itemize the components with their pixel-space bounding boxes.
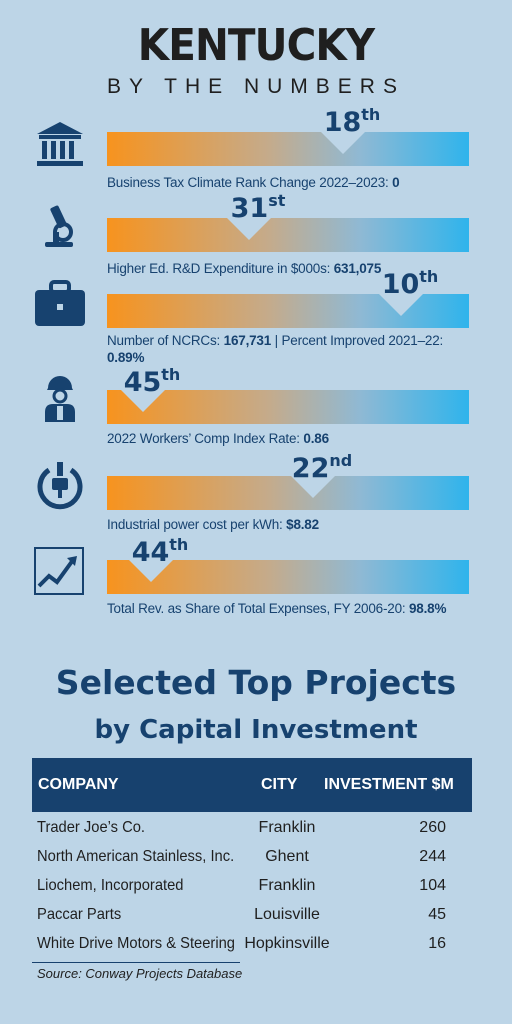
rank-value: 18th (323, 105, 381, 138)
metric-label: Total Rev. as Share of Total Expenses, F… (107, 601, 447, 616)
projects-subtitle: by Capital Investment (94, 715, 418, 745)
cell-company: Liochem, Incorporated (37, 877, 184, 894)
rank-marker (121, 390, 165, 412)
projects-title: Selected Top Projects (55, 663, 457, 702)
metric-business-tax: 18th Business Tax Climate Rank Change 20… (0, 105, 512, 208)
metric-workers-comp: 45th 2022 Workers’ Comp Index Rate: 0.86 (0, 365, 512, 464)
cell-city: Ghent (265, 848, 309, 865)
rank-marker (129, 560, 173, 582)
table-row: Trader Joe’s Co. Franklin 260 (32, 814, 472, 843)
rank-marker (321, 132, 365, 154)
metric-label: 2022 Workers’ Comp Index Rate: 0.86 (107, 431, 329, 446)
source-note: Source: Conway Projects Database (37, 966, 243, 981)
rank-value: 31st (230, 191, 286, 224)
column-header-company: COMPANY (38, 776, 119, 793)
table-row: Liochem, Incorporated Franklin 104 (32, 872, 472, 901)
rank-marker (291, 476, 335, 498)
metric-label: Higher Ed. R&D Expenditure in $000s: 631… (107, 261, 382, 276)
table-row: Paccar Parts Louisville 45 (32, 901, 472, 930)
cell-city: Franklin (258, 877, 316, 894)
worker-icon (33, 374, 87, 428)
cell-city: Franklin (258, 819, 316, 836)
projects-table-header: COMPANY CITY INVESTMENT $M (32, 758, 472, 812)
cell-company: Paccar Parts (37, 906, 122, 923)
source-divider (32, 962, 240, 963)
metric-total-revenue: 44th Total Rev. as Share of Total Expens… (0, 535, 512, 634)
rank-bar (107, 218, 469, 252)
cell-investment: 45 (428, 906, 446, 923)
rank-bar (107, 390, 469, 424)
cell-city: Hopkinsville (244, 935, 330, 952)
page-subtitle: BY THE NUMBERS (107, 75, 405, 98)
rank-bar (107, 132, 469, 166)
rank-value: 22nd (291, 451, 353, 484)
power-plug-icon (33, 460, 87, 514)
rank-marker (227, 218, 271, 240)
rank-value: 45th (123, 365, 181, 398)
rank-marker (379, 294, 423, 316)
briefcase-icon (33, 280, 87, 334)
cell-city: Louisville (254, 906, 320, 923)
rank-value: 10th (381, 267, 439, 300)
rank-value: 44th (131, 535, 189, 568)
metric-label: Business Tax Climate Rank Change 2022–20… (107, 175, 400, 190)
rank-bar (107, 560, 469, 594)
cell-investment: 244 (419, 848, 446, 865)
metric-label: Number of NCRCs: 167,731 | Percent Impro… (107, 333, 444, 365)
bank-icon (33, 120, 87, 174)
page-title: KENTUCKY (137, 20, 375, 71)
cell-company: White Drive Motors & Steering (37, 935, 235, 952)
rank-bar (107, 294, 469, 328)
rank-bar (107, 476, 469, 510)
metric-industrial-power: 22nd Industrial power cost per kWh: $8.8… (0, 451, 512, 550)
cell-investment: 104 (419, 877, 446, 894)
cell-company: Trader Joe’s Co. (37, 819, 145, 836)
cell-investment: 16 (428, 935, 446, 952)
metric-ncrcs: 10th Number of NCRCs: 167,731 | Percent … (0, 267, 512, 370)
column-header-city: CITY (261, 776, 298, 793)
microscope-icon (33, 204, 87, 258)
metric-higher-ed-rd: 31st Higher Ed. R&D Expenditure in $000s… (0, 191, 512, 294)
column-header-investment: INVESTMENT $M (324, 776, 454, 793)
trend-chart-icon (33, 546, 87, 600)
table-row: North American Stainless, Inc. Ghent 244 (32, 843, 472, 872)
metric-label: Industrial power cost per kWh: $8.82 (107, 517, 319, 532)
cell-company: North American Stainless, Inc. (37, 848, 235, 865)
table-row: White Drive Motors & Steering Hopkinsvil… (32, 930, 472, 959)
cell-investment: 260 (419, 819, 446, 836)
